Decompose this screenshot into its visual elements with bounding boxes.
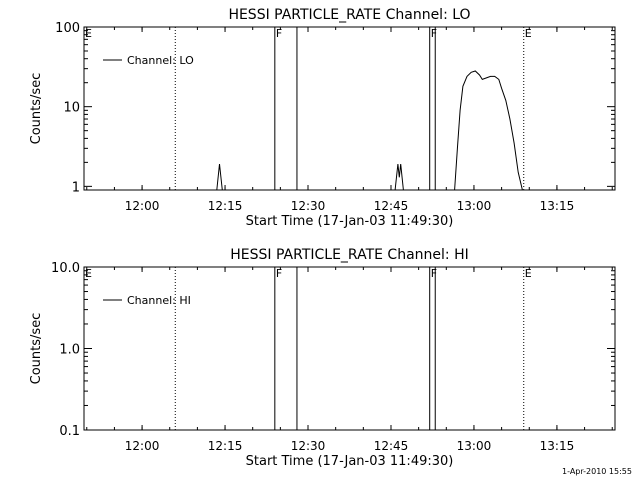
y-tick-label: 1.0 (59, 343, 80, 358)
y-tick-label: 1 (72, 180, 80, 195)
x-axis-label: Start Time (17-Jan-03 11:49:30) (246, 214, 454, 229)
chart-title: HESSI PARTICLE_RATE Channel: HI (230, 247, 468, 263)
x-tick-label: 12:45 (374, 199, 409, 213)
y-tick-label: 10 (63, 101, 80, 116)
time-marker-label: F (276, 27, 282, 40)
series-line-segment (454, 70, 523, 191)
y-tick-label: 10.0 (51, 261, 80, 276)
legend-label: Channel: LO (127, 54, 194, 67)
y-axis-label: Counts/sec (29, 73, 44, 145)
time-marker-label: F (431, 27, 437, 40)
y-tick-label: 100 (55, 21, 80, 36)
panel-lo: HESSI PARTICLE_RATE Channel: LO 12:00 12:1… (29, 7, 616, 229)
x-tick-label: 13:00 (457, 439, 492, 453)
time-marker-label: F (431, 267, 437, 280)
x-tick-label: 12:30 (291, 199, 326, 213)
x-tick-label: 13:15 (540, 439, 575, 453)
x-axis-label: Start Time (17-Jan-03 11:49:30) (246, 454, 454, 469)
x-tick-label: 13:00 (457, 199, 492, 213)
time-marker-label: E (85, 267, 92, 280)
footer-timestamp: 1-Apr-2010 15:55 (562, 467, 632, 476)
x-tick-label: 13:15 (540, 199, 575, 213)
x-tick-label: 12:15 (208, 199, 243, 213)
x-tick-label: 12:00 (125, 199, 160, 213)
x-tick-label: 12:15 (208, 439, 243, 453)
panel-hi: HESSI PARTICLE_RATE Channel: HI 12:00 12:1… (29, 247, 616, 469)
y-tick-label: 0.1 (59, 424, 80, 439)
time-marker-label: E (85, 27, 92, 40)
x-tick-label: 12:30 (291, 439, 326, 453)
series-line-segment (394, 164, 404, 191)
time-marker-label: F (276, 267, 282, 280)
series-line-segment (216, 164, 223, 191)
plot-frame (83, 266, 616, 431)
y-axis-label: Counts/sec (29, 313, 44, 385)
chart-title: HESSI PARTICLE_RATE Channel: LO (228, 7, 470, 23)
time-marker-label: E (525, 27, 532, 40)
x-tick-label: 12:45 (374, 439, 409, 453)
legend-label: Channel: HI (127, 294, 191, 307)
time-marker-label: E (525, 267, 532, 280)
plot-frame (83, 26, 616, 191)
x-tick-label: 12:00 (125, 439, 160, 453)
